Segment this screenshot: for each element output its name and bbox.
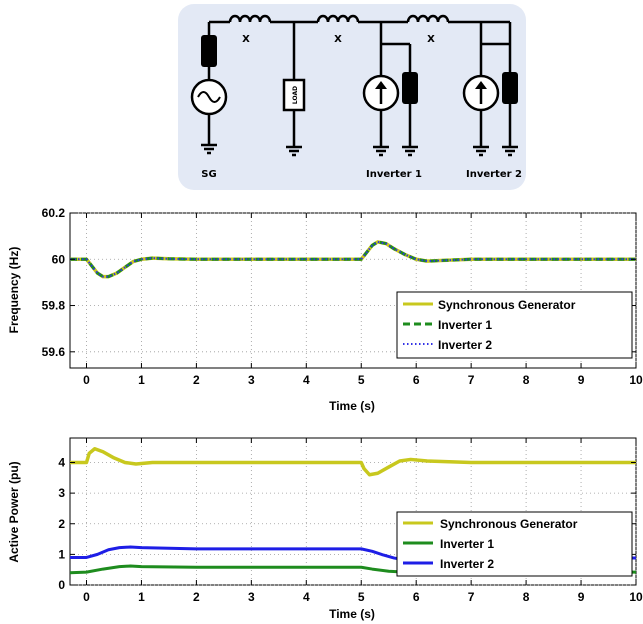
x-ticks: 0 1 2 3 4 5 6 7 8 9 10 <box>83 213 643 387</box>
ground-icon <box>473 145 489 157</box>
x-tick-label: 8 <box>523 373 530 387</box>
series-line-3 <box>70 240 636 278</box>
frequency-chart: 0 1 2 3 4 5 6 7 8 9 10 60.2 60 59.8 59.6 Time (s) Fre… <box>7 206 643 413</box>
y-tick-label: 60.2 <box>42 206 66 220</box>
legend-entry: Inverter 2 <box>440 557 494 571</box>
legend-entry: Synchronous Generator <box>440 517 578 531</box>
x-tick-label: 0 <box>83 373 90 387</box>
legend-entry: Inverter 2 <box>438 338 492 352</box>
legend-box <box>396 511 633 577</box>
legend-entry: Synchronous Generator <box>438 298 576 312</box>
x-tick-label: 6 <box>413 373 420 387</box>
legend: Synchronous Generator Inverter 1 Inverte… <box>396 511 633 577</box>
bus-wires <box>207 20 512 147</box>
ground-icon <box>402 145 418 157</box>
inductor-icon <box>228 14 272 23</box>
y-axis-label: Frequency (Hz) <box>7 247 21 334</box>
y-tick-label: 4 <box>58 456 65 470</box>
y-tick-label: 3 <box>58 486 65 500</box>
ground-icon <box>373 145 389 157</box>
x-tick-label: 9 <box>578 590 585 604</box>
y-tick-label: 1 <box>58 547 65 561</box>
x-tick-label: 4 <box>303 373 310 387</box>
x-tick-label: 3 <box>248 373 255 387</box>
x-tick-label: 6 <box>413 590 420 604</box>
x-tick-label: 0 <box>83 590 90 604</box>
sg-label: SG <box>201 169 216 180</box>
x-tick-label: 2 <box>193 590 200 604</box>
y-tick-label: 59.8 <box>42 299 66 313</box>
x-axis-label: Time (s) <box>329 399 375 413</box>
series-lines <box>70 240 636 279</box>
ground-icon <box>502 145 518 157</box>
y-tick-label: 0 <box>58 578 65 592</box>
ground-icon <box>201 143 217 155</box>
ground-icon <box>286 145 302 157</box>
circuit-diagram: X X X LOAD <box>178 4 526 190</box>
x-tick-label: 5 <box>358 590 365 604</box>
x-tick-label: 5 <box>358 373 365 387</box>
legend-box <box>396 291 633 359</box>
x-tick-label: 10 <box>629 590 643 604</box>
inductor-icon <box>406 14 450 23</box>
y-tick-label: 59.6 <box>42 345 66 359</box>
impedance-icon <box>201 35 217 67</box>
generator-icon <box>190 78 228 116</box>
x-axis-label: Time (s) <box>329 607 375 621</box>
y-ticks: 4 3 2 1 0 <box>58 456 636 592</box>
current-source-icon <box>362 74 400 112</box>
inverter-2-label: Inverter 2 <box>466 169 522 180</box>
y-axis-label: Active Power (pu) <box>7 461 21 562</box>
reactance-label-3: X <box>427 34 435 45</box>
x-tick-label: 1 <box>138 373 145 387</box>
x-tick-label: 2 <box>193 373 200 387</box>
impedance-icon <box>502 72 518 104</box>
x-ticks: 0 1 2 3 4 5 6 7 8 9 10 <box>83 438 643 604</box>
series-line-1 <box>70 446 636 477</box>
legend-entry: Inverter 1 <box>438 318 492 332</box>
impedance-icon <box>402 72 418 104</box>
inductor-icon <box>316 14 360 23</box>
x-tick-label: 1 <box>138 590 145 604</box>
load-box: LOAD <box>282 78 306 112</box>
legend: Synchronous Generator Inverter 1 Inverte… <box>396 291 633 359</box>
y-tick-label: 2 <box>58 517 65 531</box>
current-source-icon <box>462 74 500 112</box>
y-ticks: 60.2 60 59.8 59.6 <box>42 206 636 359</box>
legend-entry: Inverter 1 <box>440 537 494 551</box>
x-tick-label: 7 <box>468 373 475 387</box>
x-tick-label: 4 <box>303 590 310 604</box>
load-label: LOAD <box>292 86 299 104</box>
x-tick-label: 9 <box>578 373 585 387</box>
diagram-panel <box>178 4 526 190</box>
x-tick-label: 7 <box>468 590 475 604</box>
x-tick-label: 8 <box>523 590 530 604</box>
inverter-1-label: Inverter 1 <box>366 169 422 180</box>
x-tick-label: 10 <box>629 373 643 387</box>
x-tick-label: 3 <box>248 590 255 604</box>
reactance-label-2: X <box>334 34 342 45</box>
y-tick-label: 60 <box>52 252 66 266</box>
reactance-label-1: X <box>242 34 250 45</box>
